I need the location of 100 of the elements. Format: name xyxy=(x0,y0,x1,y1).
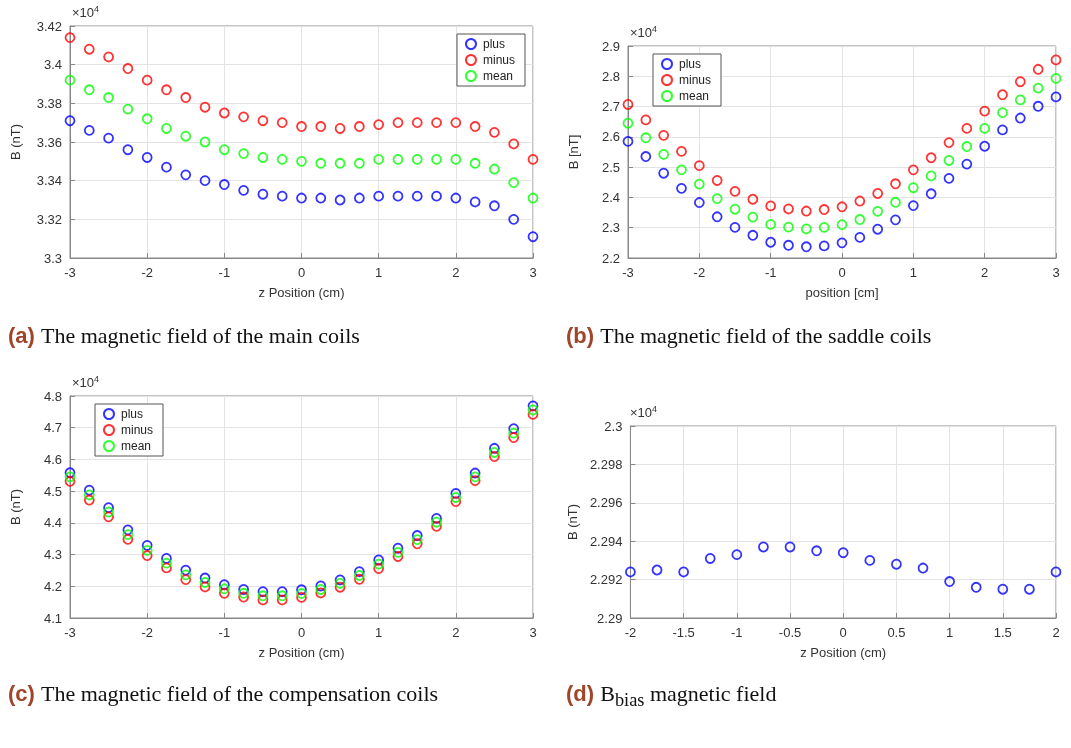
point xyxy=(103,506,114,518)
point xyxy=(943,155,955,166)
point xyxy=(800,223,812,235)
point xyxy=(469,471,481,483)
point xyxy=(961,122,973,134)
x-tick-label: -2 xyxy=(141,265,153,280)
point xyxy=(747,229,759,241)
legend-label: plus xyxy=(121,407,144,421)
x-tick-label: -0.5 xyxy=(778,625,802,640)
point xyxy=(678,566,690,578)
x-tick-label: -3 xyxy=(64,265,76,280)
point xyxy=(83,84,95,96)
point xyxy=(296,121,307,132)
point xyxy=(315,157,327,169)
text: (a) The magnetic field of the main coils xyxy=(8,323,360,348)
point xyxy=(1050,54,1062,66)
point xyxy=(199,581,211,593)
point xyxy=(854,195,866,207)
point xyxy=(373,190,385,202)
point xyxy=(411,154,423,165)
point xyxy=(218,144,230,156)
x-tick-label: -1 xyxy=(764,265,777,280)
x-tick-label: 1 xyxy=(909,265,917,280)
point xyxy=(257,115,269,127)
point xyxy=(783,203,794,215)
point xyxy=(161,161,172,173)
point xyxy=(392,154,404,165)
point xyxy=(238,111,250,123)
point xyxy=(854,214,866,225)
point xyxy=(431,117,442,129)
point xyxy=(508,177,520,188)
point xyxy=(765,218,777,230)
point xyxy=(711,175,723,186)
point xyxy=(747,211,759,223)
point xyxy=(296,588,307,599)
point xyxy=(527,192,539,204)
point xyxy=(218,179,230,190)
point xyxy=(373,119,385,130)
y-tick-label: 2.2 xyxy=(601,250,620,266)
point xyxy=(180,574,192,586)
y-tick-label: 3.32 xyxy=(36,211,62,227)
point xyxy=(527,154,539,165)
y-tick-label: 2.7 xyxy=(601,99,620,115)
point xyxy=(122,533,134,545)
point xyxy=(917,562,929,574)
point xyxy=(315,580,327,592)
point xyxy=(979,140,991,152)
x-tick-label: -2 xyxy=(141,625,153,640)
point xyxy=(392,546,404,558)
point xyxy=(83,43,95,55)
point xyxy=(890,214,901,226)
x-tick-label: 1.5 xyxy=(993,625,1012,640)
point xyxy=(373,154,385,165)
point xyxy=(811,545,823,557)
point xyxy=(199,175,211,187)
point xyxy=(141,74,153,86)
point xyxy=(199,101,211,113)
y-tick-label: 2.296 xyxy=(589,495,623,511)
point xyxy=(469,157,481,169)
legend-label: minus xyxy=(679,73,712,87)
point xyxy=(469,196,481,208)
y-tick-label: 3.36 xyxy=(36,134,62,150)
y-tick-label: 4.7 xyxy=(43,420,62,436)
point xyxy=(450,492,462,503)
point xyxy=(276,117,288,129)
point xyxy=(296,192,307,204)
point xyxy=(199,577,211,588)
point xyxy=(622,117,634,129)
point xyxy=(469,467,481,479)
point xyxy=(872,205,884,217)
point xyxy=(161,552,172,564)
x-tick-label: -1 xyxy=(218,265,231,280)
point xyxy=(979,122,991,134)
point xyxy=(353,192,365,204)
point xyxy=(392,190,404,202)
point xyxy=(315,587,327,599)
point xyxy=(411,190,423,202)
point xyxy=(315,584,327,595)
point xyxy=(997,124,1008,136)
point xyxy=(1050,91,1062,103)
y-tick-label: 4.8 xyxy=(43,388,62,404)
point xyxy=(238,184,250,196)
point xyxy=(431,154,442,165)
y-axis-title: B (nT) xyxy=(8,488,23,526)
point xyxy=(334,123,346,134)
point xyxy=(765,236,777,248)
x-tick-label: 2 xyxy=(452,265,460,280)
y-tick-label: 2.294 xyxy=(589,533,623,549)
point xyxy=(818,240,830,252)
point xyxy=(334,581,346,593)
point xyxy=(489,451,500,462)
point xyxy=(180,92,192,103)
point xyxy=(161,84,172,96)
point xyxy=(392,117,404,129)
point xyxy=(431,190,442,202)
x-axis-title: position [cm] xyxy=(805,285,879,300)
point xyxy=(296,155,307,167)
point xyxy=(334,574,346,586)
point xyxy=(508,423,520,435)
point xyxy=(731,549,743,561)
